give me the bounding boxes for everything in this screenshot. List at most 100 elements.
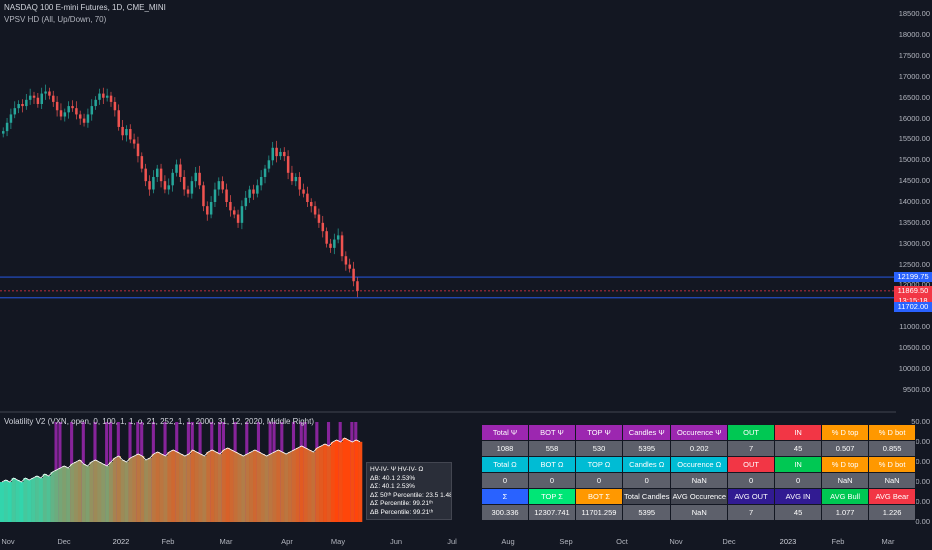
candle bbox=[9, 114, 13, 123]
table-cell: 0.855 bbox=[868, 440, 917, 457]
price-axis-label: 10500.00 bbox=[898, 342, 930, 352]
volatility-bar bbox=[147, 458, 153, 522]
table-cell: % D bot bbox=[868, 456, 917, 473]
volatility-bar bbox=[241, 456, 246, 522]
volatility-bar bbox=[58, 468, 63, 522]
candle bbox=[225, 189, 228, 202]
volatility-bar bbox=[210, 450, 215, 522]
volatility-bar bbox=[35, 476, 40, 522]
volatility-bar bbox=[105, 466, 110, 522]
candle bbox=[21, 104, 24, 107]
volatility-bar bbox=[70, 464, 75, 522]
volatility-title[interactable]: Volatility V2 (VXN, open, 0, 100, 1, 1, … bbox=[4, 417, 314, 426]
indicator-title[interactable]: VPSV HD (All, Up/Down, 70) bbox=[4, 15, 107, 24]
volatility-bar bbox=[93, 460, 98, 522]
table-cell: Candles Ω bbox=[621, 456, 672, 473]
info-line: ΔΣ: 40.1 2.53% bbox=[370, 483, 415, 491]
candle bbox=[140, 156, 144, 169]
candle bbox=[325, 231, 328, 244]
candle bbox=[32, 95, 36, 98]
volatility-bar bbox=[280, 452, 285, 522]
candle bbox=[329, 243, 332, 248]
volatility-bar bbox=[311, 452, 316, 522]
volatility-bar bbox=[276, 450, 281, 522]
volatility-axis-label: 40.00 bbox=[911, 437, 930, 446]
volatility-bar bbox=[42, 474, 48, 522]
candle bbox=[190, 181, 194, 194]
candle bbox=[279, 151, 282, 157]
candle bbox=[17, 104, 20, 109]
volatility-bar bbox=[112, 458, 118, 522]
table-cell: BOT Ω bbox=[528, 456, 576, 473]
candle bbox=[167, 185, 171, 190]
candle bbox=[136, 143, 140, 157]
volatility-bar bbox=[253, 450, 258, 522]
time-axis-label: 2022 bbox=[112, 537, 130, 546]
table-cell: 0.507 bbox=[821, 440, 870, 457]
price-axis-label: 9500.00 bbox=[902, 384, 930, 394]
table-cell: Total Ψ bbox=[481, 424, 529, 441]
candle bbox=[2, 131, 5, 134]
candle bbox=[109, 95, 113, 102]
candle bbox=[186, 189, 190, 194]
table-cell: Candles Ψ bbox=[621, 424, 672, 441]
candle bbox=[156, 168, 159, 177]
candle bbox=[194, 172, 197, 182]
volatility-bar bbox=[237, 454, 242, 522]
volatility-bar bbox=[342, 438, 347, 522]
table-cell: 7 bbox=[727, 504, 776, 521]
candle bbox=[67, 106, 70, 113]
table-cell: TOP Ψ bbox=[575, 424, 623, 441]
volatility-bar bbox=[303, 448, 308, 522]
volatility-bar bbox=[120, 460, 125, 522]
table-cell: BOT Σ bbox=[575, 488, 623, 505]
table-cell: OUT bbox=[727, 456, 776, 473]
candle bbox=[259, 176, 263, 186]
time-axis-label: Aug bbox=[501, 537, 515, 546]
volatility-bar bbox=[11, 478, 16, 522]
time-axis-label: Nov bbox=[1, 537, 15, 546]
candle bbox=[240, 206, 244, 223]
candle bbox=[25, 99, 28, 107]
time-axis-label: Feb bbox=[831, 537, 845, 546]
volatility-bar bbox=[167, 452, 172, 522]
table-cell: 1.077 bbox=[821, 504, 870, 521]
price-axis-label: 18500.00 bbox=[898, 9, 930, 19]
table-cell: AVG Bear bbox=[868, 488, 917, 505]
price-axis-label: 16000.00 bbox=[898, 113, 930, 123]
candle bbox=[256, 185, 259, 194]
candle bbox=[71, 106, 74, 109]
table-cell: IN bbox=[774, 456, 823, 473]
volatility-bar bbox=[229, 450, 234, 522]
table-cell: 12307.741 bbox=[528, 504, 576, 521]
time-axis-label: Dec bbox=[722, 537, 736, 546]
candle bbox=[48, 91, 51, 96]
candle bbox=[275, 147, 278, 157]
candle bbox=[236, 214, 240, 223]
volatility-info-box: HV-IV- Ψ HV-IV- Ω ΔB: 40.1 2.53% ΔΣ: 40.1 … bbox=[366, 462, 452, 520]
volatility-bar bbox=[38, 478, 44, 522]
price-tag: 12199.75 bbox=[894, 272, 932, 283]
volatility-bar bbox=[144, 460, 149, 522]
candle bbox=[336, 235, 340, 240]
info-line: HV-IV- Ψ HV-IV- Ω bbox=[370, 466, 424, 473]
volatility-bar bbox=[249, 452, 254, 522]
candle bbox=[306, 193, 309, 202]
volatility-bar bbox=[171, 450, 176, 522]
volatility-bar bbox=[190, 450, 195, 522]
candle bbox=[244, 197, 248, 207]
table-cell: % D bot bbox=[868, 424, 917, 441]
table-cell: NaN bbox=[670, 472, 729, 489]
symbol-title[interactable]: NASDAQ 100 E-mini Futures, 1D, CME_MINI bbox=[4, 3, 166, 12]
volatility-bar bbox=[101, 464, 106, 522]
table-cell: OUT bbox=[727, 424, 776, 441]
volatility-bar bbox=[124, 462, 129, 522]
volatility-bar bbox=[108, 462, 114, 522]
volatility-bar bbox=[354, 440, 359, 522]
volatility-bar bbox=[116, 456, 121, 522]
table-cell: AVG Occurence bbox=[670, 488, 729, 505]
candle bbox=[344, 256, 348, 265]
table-row: 300.336 12307.741 11701.259 5395 NaN 7 45 1.077… bbox=[481, 504, 917, 521]
volatility-bar bbox=[73, 462, 79, 522]
